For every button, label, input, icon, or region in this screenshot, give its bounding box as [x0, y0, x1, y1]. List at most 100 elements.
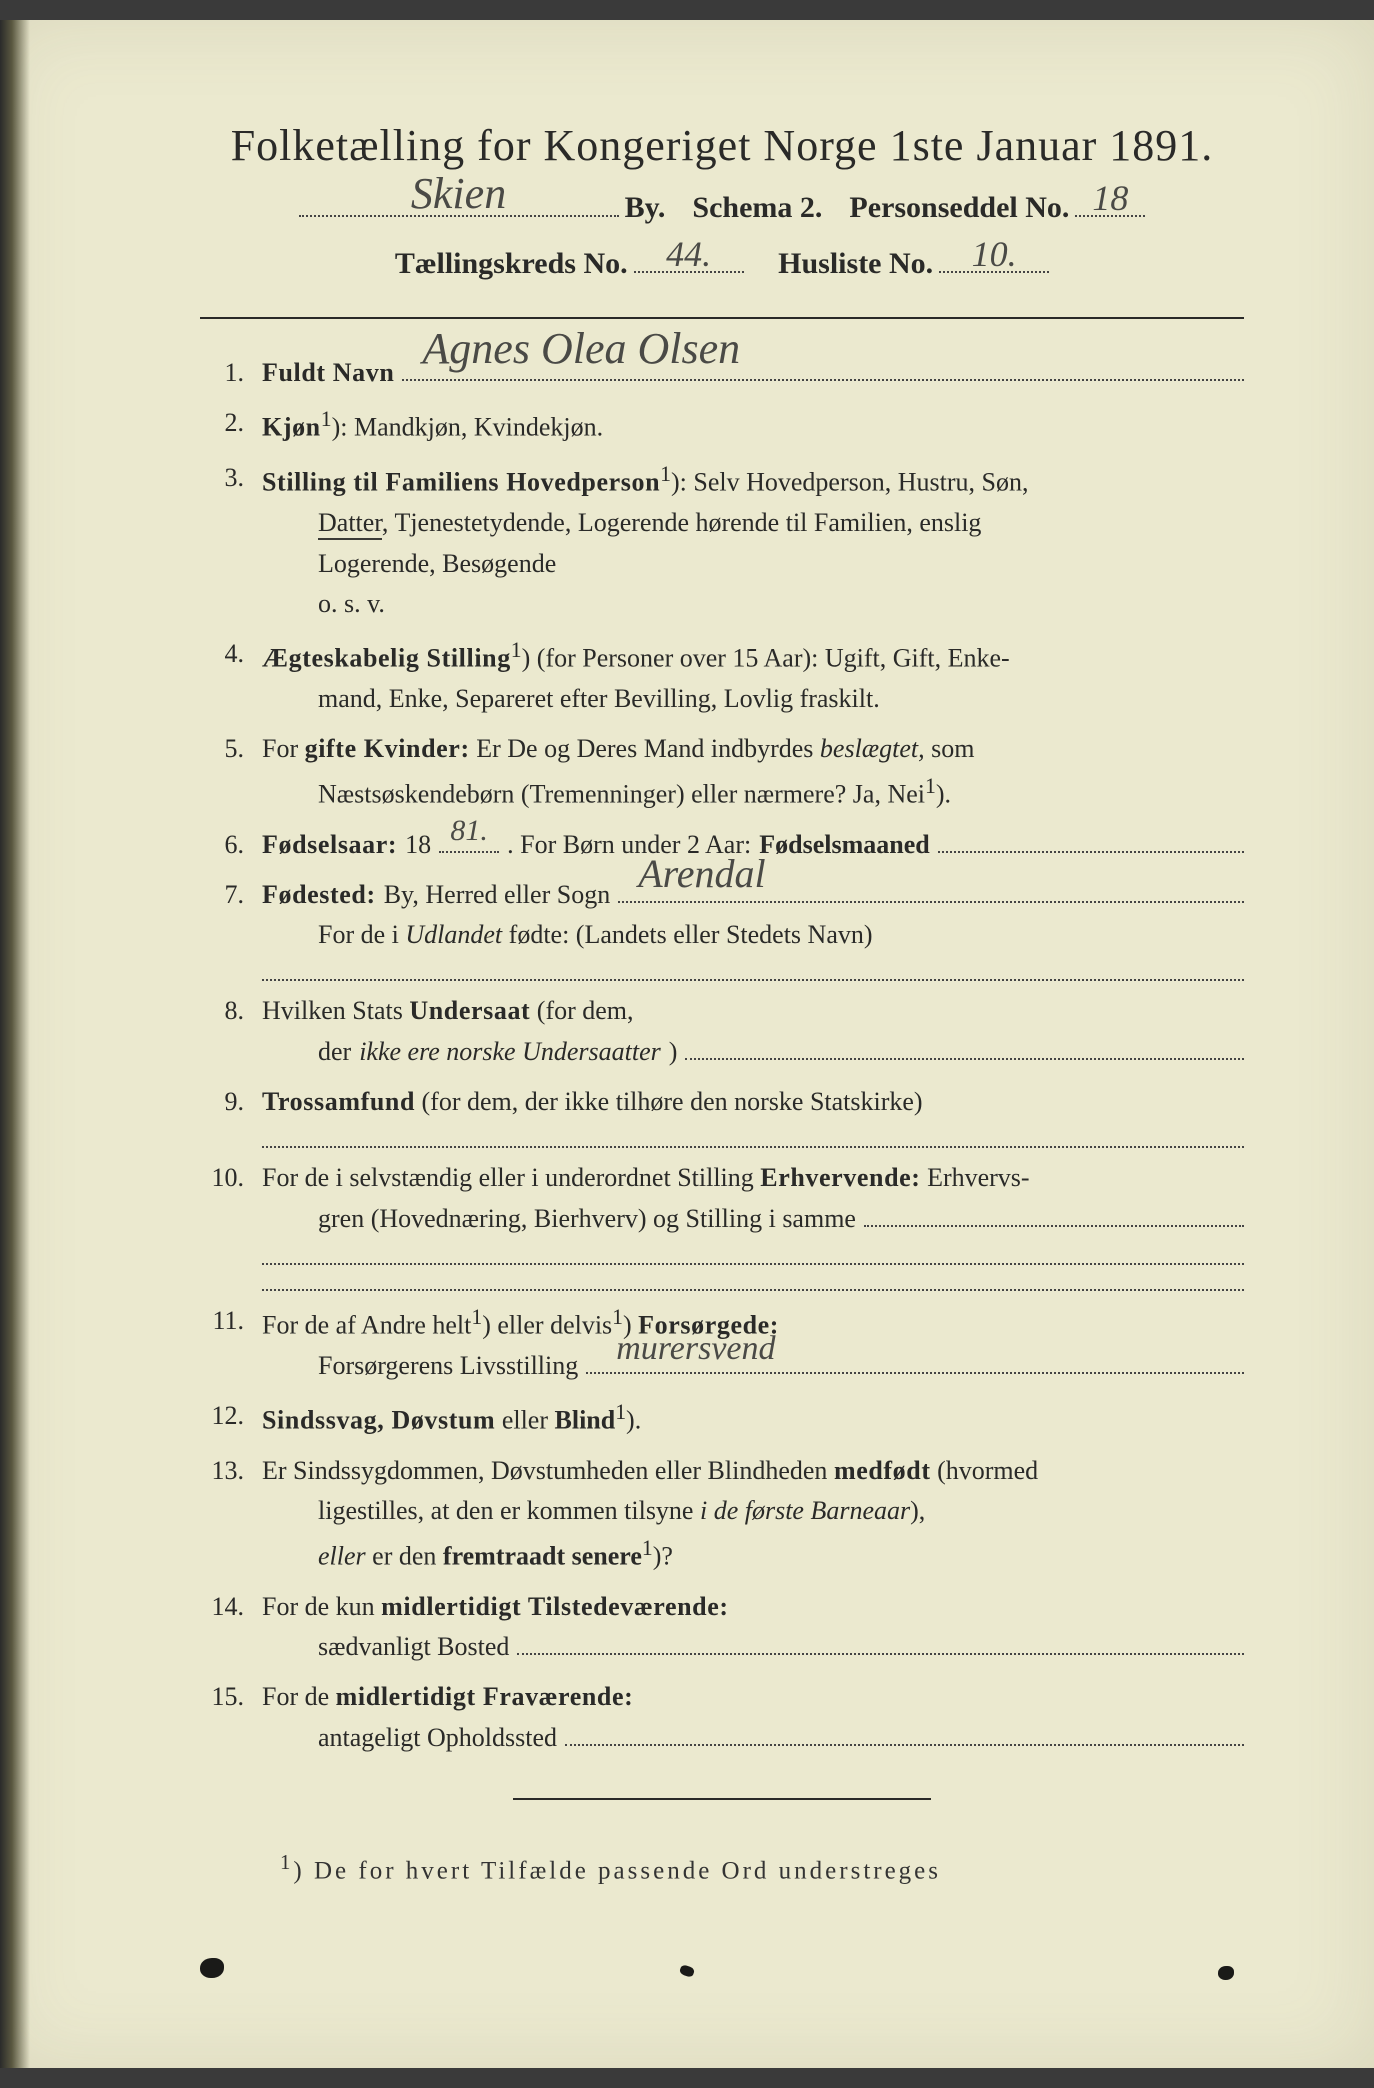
- form-title: Folketælling for Kongeriget Norge 1ste J…: [200, 120, 1244, 171]
- item-12-label: Sindssvag, Døvstum: [262, 1406, 495, 1435]
- item-5-pre: For: [262, 734, 305, 763]
- item-13-ital-a: i de første Barneaar: [700, 1496, 910, 1525]
- item-14-blank: [517, 1631, 1244, 1655]
- name-field: Agnes Olea Olsen: [402, 357, 1244, 381]
- footnote-sup: 1: [280, 1850, 293, 1874]
- item-8-text-c: der: [318, 1032, 351, 1072]
- item-11-sup1: 1: [471, 1305, 482, 1329]
- footnote-text: ) De for hvert Tilfælde passende Ord und…: [293, 1857, 941, 1884]
- item-5-label: gifte Kvinder:: [305, 734, 470, 763]
- item-15: 15. For de midlertidigt Fraværende: anta…: [200, 1677, 1244, 1758]
- city-handwritten: Skien: [299, 168, 619, 219]
- item-4-num: 4.: [200, 634, 262, 719]
- item-7-text-a: By, Herred eller Sogn: [384, 875, 610, 915]
- item-2: 2. Kjøn1): Mandkjøn, Kvindekjøn.: [200, 403, 1244, 448]
- item-10-text-c: gren (Hovednæring, Bierhverv) og Stillin…: [318, 1199, 856, 1239]
- footnote-divider: [513, 1798, 931, 1800]
- item-3-text-b-rest: , Tjenestetydende, Logerende hørende til…: [382, 508, 982, 537]
- item-7-text-b: For de i: [318, 920, 405, 949]
- item-12: 12. Sindssvag, Døvstum eller Blind1).: [200, 1396, 1244, 1441]
- item-7: 7. Fødested: By, Herred eller Sogn Arend…: [200, 875, 1244, 982]
- item-8: 8. Hvilken Stats Undersaat (for dem, der…: [200, 991, 1244, 1072]
- item-15-label: midlertidigt Fraværende:: [336, 1682, 634, 1711]
- birthplace-hand: Arendal: [618, 843, 1244, 905]
- item-8-ital: ikke ere norske Undersaatter: [359, 1032, 661, 1072]
- personseddel-label: Personseddel No.: [849, 191, 1069, 225]
- item-12-text-b: ).: [626, 1406, 641, 1435]
- item-13: 13. Er Sindssygdommen, Døvstumheden elle…: [200, 1451, 1244, 1577]
- item-14-label: midlertidigt Tilstedeværende:: [381, 1592, 728, 1621]
- ink-spot-icon: [1218, 1966, 1234, 1980]
- item-13-sup: 1: [642, 1536, 653, 1560]
- ink-mark-icon: [679, 1964, 696, 1978]
- item-9: 9. Trossamfund (for dem, der ikke tilhør…: [200, 1082, 1244, 1148]
- item-15-text-b: antageligt Opholdssted: [318, 1718, 557, 1758]
- item-6-num: 6.: [200, 825, 262, 865]
- item-8-text-d: ): [669, 1032, 678, 1072]
- item-1: 1. Fuldt Navn Agnes Olea Olsen: [200, 353, 1244, 393]
- census-form-page: Folketælling for Kongeriget Norge 1ste J…: [0, 20, 1374, 2068]
- city-field: Skien: [299, 189, 619, 217]
- item-14: 14. For de kun midlertidigt Tilstedevære…: [200, 1587, 1244, 1668]
- ink-blot-icon: [200, 1958, 224, 1978]
- item-10-label: Erhvervende:: [760, 1163, 920, 1192]
- item-15-blank: [565, 1722, 1244, 1746]
- item-14-text-b: sædvanligt Bosted: [318, 1627, 509, 1667]
- item-13-ital-b: eller: [318, 1541, 366, 1570]
- name-handwritten: Agnes Olea Olsen: [402, 315, 1244, 383]
- footnote: 1) De for hvert Tilfælde passende Ord un…: [200, 1850, 1244, 1885]
- item-12-num: 12.: [200, 1396, 262, 1441]
- item-12-sup: 1: [615, 1400, 626, 1424]
- item-10: 10. For de i selvstændig eller i underor…: [200, 1158, 1244, 1291]
- item-10-blank-c: [262, 1269, 1244, 1291]
- item-4-text-b: mand, Enke, Separeret efter Bevilling, L…: [262, 679, 1244, 719]
- item-10-num: 10.: [200, 1158, 262, 1291]
- provider-hand: murersvend: [586, 1323, 1244, 1376]
- item-2-num: 2.: [200, 403, 262, 448]
- personseddel-no: 18: [1075, 177, 1145, 219]
- item-13-text-a: Er Sindssygdommen, Døvstumheden eller Bl…: [262, 1456, 834, 1485]
- item-3-label: Stilling til Familiens Hovedperson: [262, 468, 660, 497]
- item-3-text-d: o. s. v.: [262, 584, 1244, 624]
- kreds-no: 44.: [634, 233, 744, 275]
- item-3-text-a: ): Selv Hovedperson, Hustru, Søn,: [671, 468, 1028, 497]
- item-12-label-b: Blind: [555, 1406, 616, 1435]
- item-5: 5. For gifte Kvinder: Er De og Deres Man…: [200, 729, 1244, 814]
- item-13-num: 13.: [200, 1451, 262, 1577]
- husliste-no: 10.: [939, 233, 1049, 275]
- item-11-text-d: Forsørgerens Livsstilling: [318, 1346, 578, 1386]
- item-13-text-e: er den: [366, 1541, 443, 1570]
- item-8-text-b: (for dem,: [530, 996, 633, 1025]
- kreds-field: 44.: [634, 245, 744, 273]
- item-4-text-a: ) (for Personer over 15 Aar): Ugift, Gif…: [522, 644, 1010, 673]
- item-10-text-b: Erhvervs-: [921, 1163, 1030, 1192]
- item-15-num: 15.: [200, 1677, 262, 1758]
- husliste-field: 10.: [939, 245, 1049, 273]
- item-13-label-b: fremtraadt senere: [443, 1541, 642, 1570]
- item-2-label: Kjøn: [262, 413, 321, 442]
- item-1-num: 1.: [200, 353, 262, 393]
- item-13-text-c: ligestilles, at den er kommen tilsyne: [318, 1496, 700, 1525]
- birthplace-field: Arendal: [618, 879, 1244, 903]
- item-11: 11. For de af Andre helt1) eller delvis1…: [200, 1301, 1244, 1386]
- item-7-blank-line: [262, 959, 1244, 981]
- item-8-num: 8.: [200, 991, 262, 1072]
- item-13-text-d: ),: [910, 1496, 925, 1525]
- item-8-blank: [685, 1036, 1244, 1060]
- by-label: By.: [625, 191, 666, 225]
- item-10-text-a: For de i selvstændig eller i underordnet…: [262, 1163, 760, 1192]
- item-3-text-c: Logerende, Besøgende: [262, 544, 1244, 584]
- year-prefix: 18: [405, 825, 431, 865]
- item-11-text-a: For de af Andre helt: [262, 1311, 471, 1340]
- item-7-num: 7.: [200, 875, 262, 982]
- kreds-label: Tællingskreds No.: [395, 247, 628, 281]
- item-7-ital: Udlandet: [405, 920, 502, 949]
- item-7-text-c: fødte: (Landets eller Stedets Navn): [502, 920, 872, 949]
- personseddel-field: 18: [1075, 189, 1145, 217]
- item-4: 4. Ægteskabelig Stilling1) (for Personer…: [200, 634, 1244, 719]
- provider-field: murersvend: [586, 1350, 1244, 1374]
- item-5-text-d: ).: [936, 779, 951, 808]
- item-9-blank-line: [262, 1126, 1244, 1148]
- item-5-text-c: Næstsøskendebørn (Tremenninger) eller næ…: [318, 779, 925, 808]
- item-14-num: 14.: [200, 1587, 262, 1668]
